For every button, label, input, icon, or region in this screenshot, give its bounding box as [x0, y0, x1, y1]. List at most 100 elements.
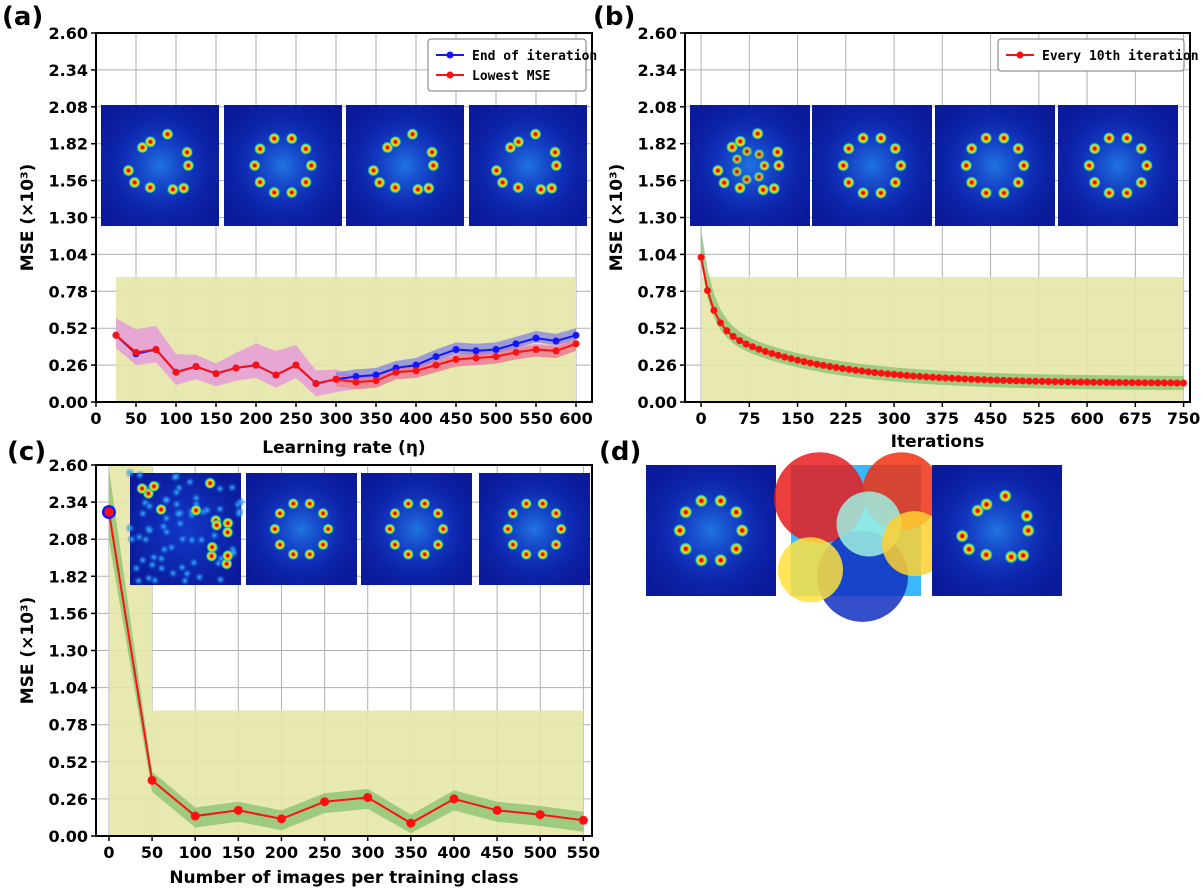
speckle-bright	[210, 519, 223, 532]
ring-spot	[287, 548, 300, 561]
data-point	[1102, 378, 1110, 386]
x-axis-label: Number of images per training class	[169, 868, 518, 888]
data-point	[104, 507, 114, 517]
ring-spot	[182, 159, 195, 172]
ring-spot	[268, 186, 281, 199]
speckle-bright	[204, 477, 217, 490]
ring-spot	[511, 181, 525, 194]
ring-spot	[507, 507, 519, 520]
data-point	[190, 811, 200, 821]
data-point	[252, 361, 260, 369]
data-point	[967, 375, 975, 383]
data-point	[1032, 377, 1040, 385]
data-point	[1070, 378, 1078, 386]
speckle	[171, 499, 182, 510]
speckle	[215, 504, 226, 515]
y-tick-label: 2.60	[49, 456, 88, 475]
ring-spot	[1088, 142, 1102, 155]
ring-spot	[1016, 548, 1031, 563]
speckle	[161, 495, 172, 506]
ring-spot	[402, 497, 415, 510]
y-tick-label: 1.82	[49, 135, 88, 154]
data-point	[1083, 378, 1091, 386]
data-point	[1115, 379, 1123, 387]
ring-spot	[856, 131, 870, 145]
ring-spot	[874, 186, 888, 200]
ring-spot	[979, 547, 994, 562]
halo	[657, 477, 765, 584]
speckle	[147, 559, 158, 570]
y-tick-label: 0.26	[638, 356, 677, 375]
speckle	[175, 518, 186, 529]
x-tick-label: 250	[279, 409, 312, 428]
data-point	[212, 370, 220, 378]
ring-spot	[534, 183, 548, 196]
data-point	[961, 375, 969, 383]
speckle	[227, 482, 238, 493]
halo	[256, 483, 347, 575]
ring-spot	[317, 507, 329, 520]
speckle	[125, 468, 135, 478]
ring-spot	[411, 183, 425, 196]
y-tick-label: 2.60	[49, 24, 88, 43]
x-tick-label: 450	[974, 409, 1007, 428]
x-tick-label: 350	[394, 843, 427, 862]
ring-spot	[729, 541, 744, 556]
ring-spot	[128, 176, 141, 189]
speckle-bright	[221, 549, 234, 562]
y-tick-label: 0.78	[638, 282, 677, 301]
data-point	[999, 376, 1007, 384]
data-point	[1122, 379, 1130, 387]
legend-box	[997, 38, 1185, 72]
phase-blob	[882, 511, 947, 577]
data-point	[851, 366, 859, 374]
ring-spot	[422, 181, 435, 195]
ring-spot	[418, 548, 431, 561]
data-point	[578, 815, 588, 825]
x-axis-label: Iterations	[891, 432, 985, 452]
speckle	[134, 470, 145, 481]
speckle-bright	[147, 480, 160, 493]
thumbnail-a-2	[224, 105, 342, 226]
legend-label: Lowest MSE	[472, 69, 550, 84]
extra-spot	[753, 148, 765, 161]
data-point	[1044, 378, 1052, 386]
x-tick-label: 200	[239, 409, 272, 428]
panel-label-a: (a)	[2, 2, 44, 32]
halo	[371, 483, 462, 575]
data-point	[877, 369, 885, 377]
ring-spot	[177, 181, 190, 195]
y-tick-label: 2.08	[638, 98, 677, 117]
x-tick-label: 600	[1070, 409, 1103, 428]
x-tick-label: 400	[399, 409, 432, 428]
ring-spot	[388, 181, 402, 194]
ring-spot	[1082, 159, 1096, 172]
data-point	[292, 361, 300, 369]
data-point	[845, 365, 853, 373]
ring-spot	[888, 176, 902, 189]
ring-spot	[1120, 186, 1134, 200]
y-tick-label: 0.52	[638, 319, 677, 338]
x-tick-label: 600	[559, 409, 592, 428]
x-tick-label: 375	[926, 409, 959, 428]
ring-spot	[713, 553, 728, 568]
y-tick-label: 0.78	[49, 282, 88, 301]
data-point	[742, 340, 750, 348]
ring-spot	[979, 497, 994, 512]
x-tick-label: 100	[159, 409, 192, 428]
data-point	[736, 337, 744, 345]
x-tick-label: 350	[359, 409, 392, 428]
ring-spot	[713, 493, 728, 508]
ring-spot	[1017, 159, 1031, 172]
data-point	[800, 358, 808, 366]
thumbnail-b-1	[690, 105, 810, 226]
y-tick-label: 2.08	[49, 530, 88, 549]
speckle	[215, 574, 226, 585]
ring-spot	[842, 176, 856, 189]
data-point	[884, 370, 892, 378]
ring-spot	[842, 142, 856, 155]
speckle	[126, 534, 137, 545]
thumbnail-d-1	[646, 465, 776, 596]
data-point	[552, 347, 560, 355]
data-point	[922, 373, 930, 381]
